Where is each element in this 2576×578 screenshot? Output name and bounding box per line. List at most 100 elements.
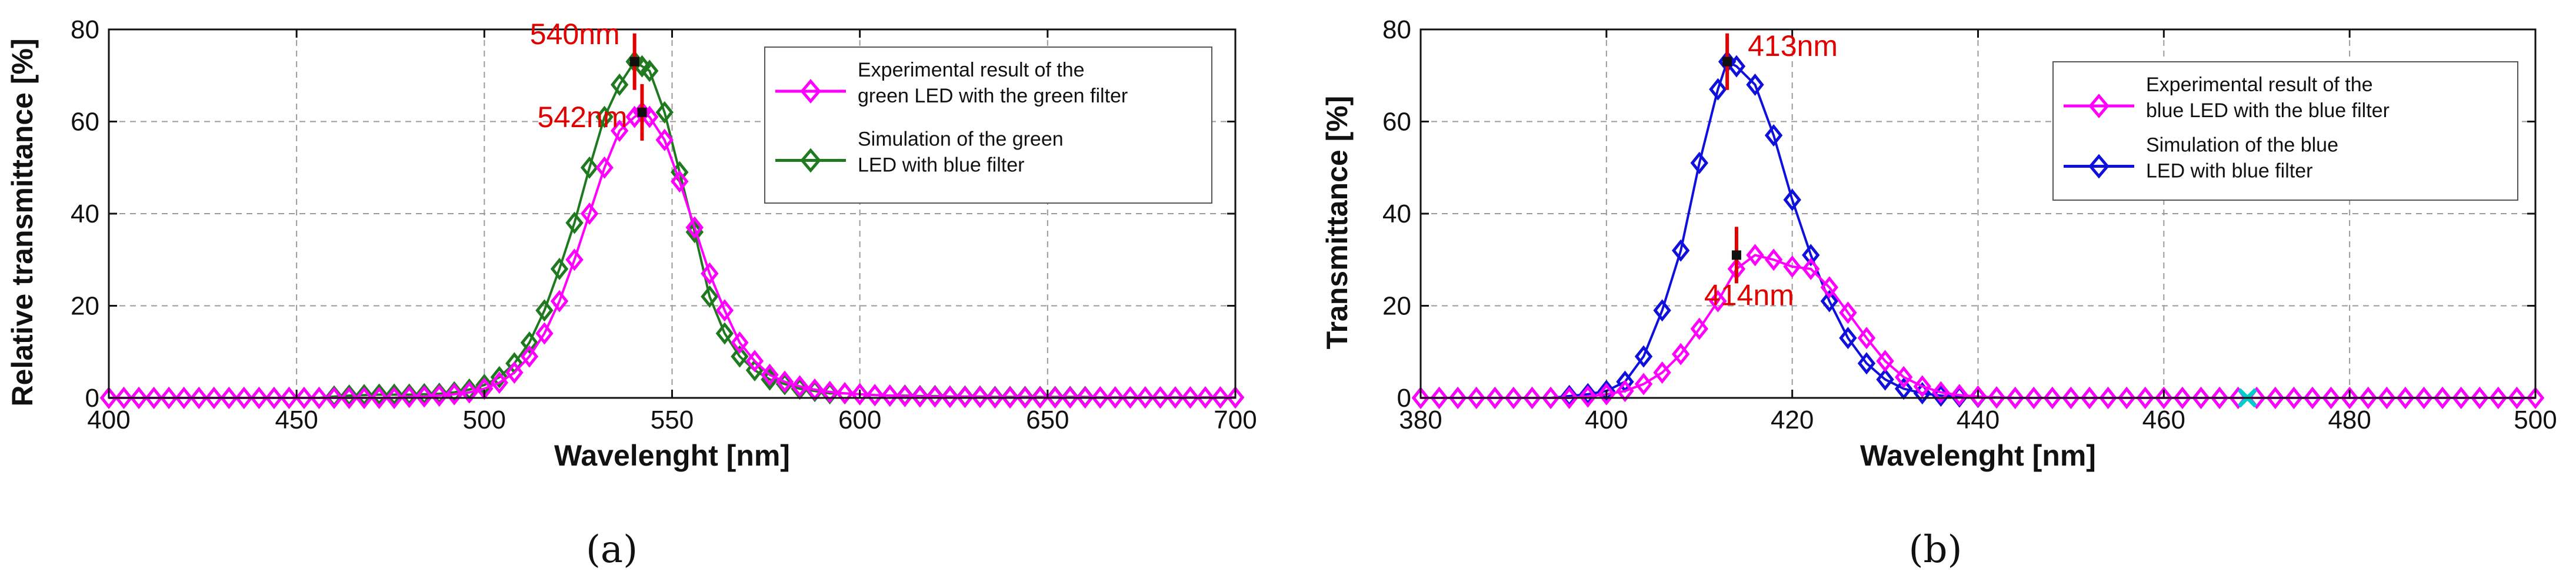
legend-entry-label: Simulation of the green — [858, 128, 1064, 151]
legend-swatch-marker — [2088, 154, 2110, 179]
peak-annotation: 542nm — [538, 101, 628, 134]
data-point — [265, 386, 284, 410]
legend-box — [764, 46, 1212, 204]
data-point — [2099, 386, 2117, 410]
data-point — [1448, 386, 1467, 410]
x-tick-label: 440 — [1957, 406, 2000, 434]
y-tick-label: 80 — [71, 15, 99, 44]
data-point — [340, 386, 358, 410]
data-point — [2025, 386, 2043, 410]
data-point — [1616, 380, 1634, 403]
y-tick-label: 20 — [71, 292, 99, 321]
data-point — [610, 73, 629, 96]
data-point — [1783, 255, 1801, 278]
data-point — [2266, 386, 2285, 410]
chart-b: 380 400 420 440 460 480 500 0 20 40 60 80 Wavelenght… — [1321, 15, 2557, 572]
legend-swatch-marker — [800, 79, 821, 104]
data-point — [1196, 386, 1215, 409]
data-point — [2396, 386, 2415, 410]
data-point — [1046, 386, 1064, 409]
data-point — [565, 211, 584, 234]
data-point — [1839, 327, 1857, 350]
data-point — [1802, 244, 1820, 267]
y-axis-label: Transmittance [%] — [1321, 96, 1354, 350]
data-point — [535, 322, 554, 345]
y-axis-label: Relative transmittance [%] — [6, 38, 39, 406]
data-point — [490, 366, 509, 388]
legend-entry-label: Experimental result of the — [858, 59, 1085, 81]
peak-annotation: 414nm — [1704, 278, 1794, 311]
data-point — [355, 384, 374, 407]
y-tick-label: 0 — [85, 384, 99, 413]
data-point — [505, 361, 524, 384]
data-point — [1820, 276, 1839, 299]
data-point — [1671, 239, 1690, 262]
x-tick-label: 400 — [87, 406, 130, 434]
data-point — [926, 385, 944, 408]
data-point — [189, 386, 208, 410]
data-point — [821, 380, 839, 403]
data-point — [1913, 375, 1931, 398]
panel-label: (a) — [586, 528, 638, 572]
peak-marker-dot — [629, 57, 639, 67]
data-point — [99, 386, 118, 410]
peak-marker-dot — [637, 107, 647, 117]
data-point — [595, 156, 614, 179]
data-point — [1932, 381, 1950, 404]
data-point — [325, 386, 344, 410]
data-point — [701, 262, 719, 285]
data-point — [1181, 386, 1199, 409]
data-point — [1091, 386, 1109, 409]
data-point — [1969, 385, 1987, 408]
data-point — [2415, 386, 2433, 410]
y-tick-label: 40 — [71, 200, 99, 228]
data-point — [1876, 350, 1894, 373]
data-point — [1820, 290, 1839, 313]
data-point — [595, 105, 614, 128]
data-point — [1746, 73, 1764, 96]
x-tick-label: 420 — [1771, 406, 1814, 434]
data-point — [896, 384, 914, 407]
data-point — [250, 386, 268, 410]
data-point — [295, 386, 314, 410]
data-point — [2489, 386, 2508, 410]
data-point — [2006, 386, 2024, 410]
data-point — [1653, 299, 1671, 322]
data-point — [1634, 345, 1653, 368]
data-point — [2136, 386, 2154, 410]
data-point — [1634, 373, 1653, 396]
legend-entry-label: LED with blue filter — [2146, 160, 2312, 182]
data-point — [1690, 317, 1708, 340]
data-point — [1486, 386, 1504, 410]
data-point — [971, 386, 989, 408]
data-point — [520, 345, 539, 368]
data-point — [956, 386, 974, 408]
data-point — [1690, 151, 1708, 174]
data-point — [1653, 361, 1671, 384]
x-axis-label: Wavelenght [nm] — [1860, 439, 2096, 472]
data-point — [791, 375, 809, 398]
data-point — [1226, 386, 1245, 409]
data-point — [835, 382, 854, 405]
data-point — [1709, 290, 1727, 313]
data-point — [715, 299, 734, 322]
data-point — [520, 331, 539, 354]
data-point — [640, 59, 659, 82]
data-point — [2359, 386, 2377, 410]
data-point — [745, 359, 764, 382]
legend-entry-label: LED with blue filter — [858, 154, 1024, 177]
data-point — [2322, 386, 2340, 410]
data-point — [2080, 386, 2099, 410]
y-tick-label: 60 — [71, 108, 99, 137]
data-point — [235, 386, 254, 410]
data-point — [1709, 78, 1727, 101]
data-point — [745, 350, 764, 373]
data-point — [1597, 383, 1616, 406]
data-point — [731, 331, 749, 354]
x-tick-label: 480 — [2328, 406, 2371, 434]
peak-marker-dot — [1731, 250, 1741, 260]
data-point — [2210, 386, 2229, 410]
data-point — [1151, 386, 1169, 409]
data-point — [986, 386, 1004, 409]
